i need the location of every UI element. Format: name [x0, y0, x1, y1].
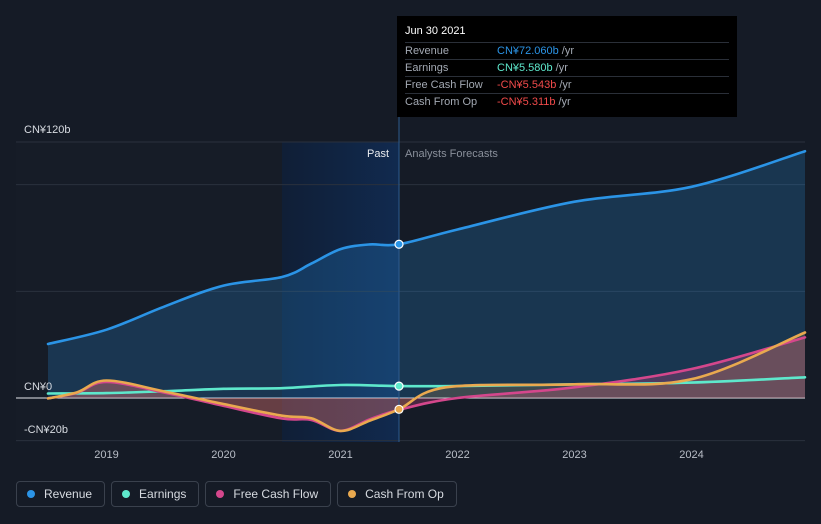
legend-label: Revenue — [44, 487, 93, 501]
legend-label: Cash From Op — [365, 487, 444, 501]
tooltip-row-cash-from-op: Cash From Op -CN¥5.311b /yr — [405, 93, 729, 110]
tooltip-value: -CN¥5.311b — [497, 96, 556, 108]
legend-dot-icon — [216, 490, 225, 498]
axis-labels: CN¥120b CN¥0 -CN¥20b 2019 2020 2021 2022 2023 20… — [24, 124, 704, 461]
tooltip-label: Cash From Op — [405, 96, 478, 108]
legend-dot-icon — [27, 490, 35, 498]
tooltip-unit: /yr — [558, 96, 571, 108]
tooltip-row-revenue: Revenue CN¥72.060b /yr — [405, 42, 729, 59]
legend-item-earnings[interactable]: Earnings — [111, 481, 200, 507]
region-label-past: Past — [367, 148, 389, 160]
marker-earnings — [394, 381, 404, 391]
x-tick-label: 2020 — [211, 449, 235, 461]
tooltip-label: Revenue — [405, 45, 450, 57]
tooltip-unit: /yr — [559, 79, 572, 91]
y-tick-label: CN¥120b — [24, 124, 70, 136]
chart-legend: Revenue Earnings Free Cash Flow Cash Fro… — [16, 481, 457, 509]
x-tick-label: 2024 — [679, 449, 703, 461]
y-tick-label: CN¥0 — [24, 381, 52, 393]
tooltip-date: Jun 30 2021 — [405, 25, 466, 37]
series-lines — [46, 149, 807, 433]
hover-markers — [394, 239, 404, 414]
legend-dot-icon — [122, 490, 131, 498]
legend-item-revenue[interactable]: Revenue — [16, 481, 106, 507]
legend-label: Free Cash Flow — [233, 487, 319, 501]
tooltip-unit: /yr — [555, 62, 568, 74]
legend-label: Earnings — [139, 487, 187, 501]
tooltip-label: Free Cash Flow — [405, 79, 483, 91]
tooltip-row-free-cash-flow: Free Cash Flow -CN¥5.543b /yr — [405, 76, 729, 93]
area-revenue — [48, 151, 805, 398]
x-tick-label: 2019 — [94, 449, 118, 461]
line-cash-from-op — [46, 331, 807, 433]
tooltip-unit: /yr — [561, 45, 575, 57]
marker-cash-from-op — [394, 404, 404, 414]
x-tick-label: 2022 — [445, 449, 469, 461]
tooltip-row-earnings: Earnings CN¥5.580b /yr — [405, 59, 729, 76]
y-tick-label: -CN¥20b — [24, 424, 68, 436]
grid-lines — [16, 141, 805, 442]
line-revenue — [46, 149, 807, 346]
highlight-band — [282, 142, 400, 442]
legend-item-cash-from-op[interactable]: Cash From Op — [337, 481, 457, 507]
x-tick-label: 2023 — [562, 449, 586, 461]
tooltip-label: Earnings — [405, 62, 449, 74]
legend-item-free-cash-flow[interactable]: Free Cash Flow — [205, 481, 332, 507]
tooltip-value: -CN¥5.543b — [497, 79, 557, 91]
tooltip-value: CN¥5.580b — [497, 62, 553, 74]
marker-revenue — [394, 239, 404, 249]
tooltip-value: CN¥72.060b — [497, 45, 559, 57]
legend-dot-icon — [348, 490, 357, 498]
region-label-forecast: Analysts Forecasts — [405, 148, 498, 160]
data-tooltip: Jun 30 2021 Revenue CN¥72.060b /yr Earni… — [397, 16, 737, 117]
x-tick-label: 2021 — [328, 449, 352, 461]
